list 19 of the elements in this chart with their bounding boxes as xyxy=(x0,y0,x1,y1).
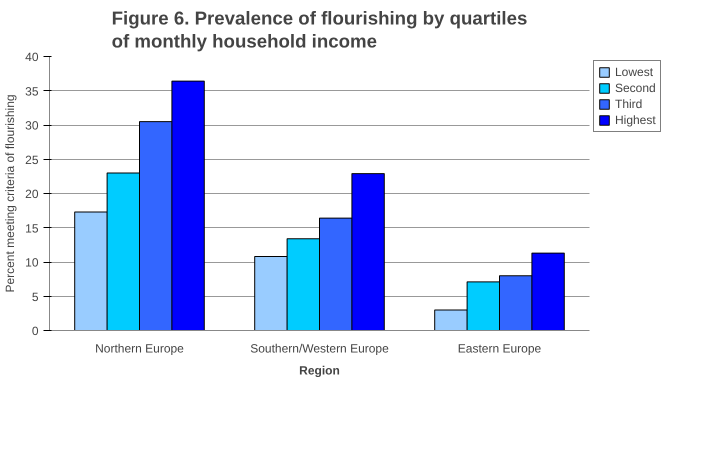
chart-title: Figure 6. Prevalence of flourishing by quartiles of monthly household income xyxy=(112,7,528,52)
y-tick-label: 30 xyxy=(25,118,39,132)
legend-label: Second xyxy=(615,81,656,95)
y-tick-label: 5 xyxy=(32,290,39,304)
y-tick-label: 40 xyxy=(25,50,39,64)
x-tick-label: Eastern Europe xyxy=(458,342,542,356)
y-tick-label: 35 xyxy=(25,84,39,98)
legend-label: Third xyxy=(615,97,642,111)
y-tick-label: 10 xyxy=(25,256,39,270)
x-tick-label: Northern Europe xyxy=(95,342,184,356)
x-axis-title: Region xyxy=(299,364,340,378)
y-tick-label: 20 xyxy=(25,187,39,201)
y-axis-title: Percent meeting criteria of flourishing xyxy=(3,94,18,293)
y-tick-label: 15 xyxy=(25,221,39,236)
legend-label: Lowest xyxy=(615,65,654,79)
legend-label: Highest xyxy=(615,113,656,127)
y-tick-label: 25 xyxy=(25,152,39,167)
x-tick-label: Southern/Western Europe xyxy=(250,342,390,356)
y-tick-label: 0 xyxy=(32,324,39,338)
